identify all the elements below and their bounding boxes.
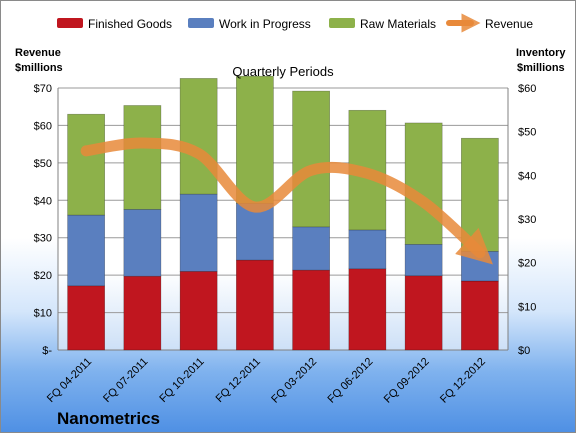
right-axis-title-line2: $millions bbox=[517, 62, 565, 74]
right-tick-label: $50 bbox=[518, 127, 536, 139]
bar-work-in-progress bbox=[236, 202, 274, 261]
bar-work-in-progress bbox=[348, 229, 387, 270]
bar-raw-materials bbox=[404, 122, 443, 245]
bar-finished-goods bbox=[179, 271, 218, 351]
left-tick-label: $- bbox=[42, 345, 52, 357]
bar-work-in-progress bbox=[67, 214, 105, 287]
revenue-line bbox=[80, 137, 493, 265]
x-tick-label: FQ 12-2012 bbox=[438, 356, 488, 406]
bar-raw-materials bbox=[67, 113, 105, 216]
revenue-line-group bbox=[80, 137, 493, 265]
bar-work-in-progress bbox=[123, 209, 162, 277]
bar-finished-goods bbox=[292, 269, 330, 351]
bar-work-in-progress bbox=[292, 226, 330, 271]
legend-swatch-raw-materials bbox=[329, 18, 355, 28]
x-tick-label: FQ 07-2011 bbox=[101, 356, 150, 405]
bar-work-in-progress bbox=[179, 193, 218, 272]
left-tick-label: $30 bbox=[34, 233, 52, 245]
right-tick-label: $10 bbox=[518, 301, 536, 313]
legend-swatch-finished-goods bbox=[57, 18, 83, 28]
left-tick-label: $20 bbox=[34, 270, 52, 282]
right-tick-label: $40 bbox=[518, 170, 536, 182]
bar-work-in-progress bbox=[404, 244, 443, 277]
right-tick-label: $60 bbox=[518, 83, 536, 95]
left-axis-title-line2: $millions bbox=[15, 62, 63, 74]
legend-label-raw-materials: Raw Materials bbox=[360, 17, 436, 31]
legend-label-work-in-progress: Work in Progress bbox=[219, 17, 311, 31]
chart-title: Quarterly Periods bbox=[232, 64, 334, 79]
bar-finished-goods bbox=[123, 275, 162, 351]
x-tick-label: FQ 12-2011 bbox=[214, 356, 263, 405]
x-tick-label: FQ 04-2011 bbox=[45, 356, 94, 405]
legend-label-finished-goods: Finished Goods bbox=[88, 17, 172, 31]
right-tick-label: $30 bbox=[518, 214, 536, 226]
bar-finished-goods bbox=[236, 259, 274, 351]
x-tick-label: FQ 06-2012 bbox=[326, 356, 376, 406]
left-tick-label: $70 bbox=[34, 83, 52, 95]
right-axis-title-line1: Inventory bbox=[516, 47, 566, 59]
bar-finished-goods bbox=[404, 275, 443, 351]
left-tick-label: $50 bbox=[34, 158, 52, 170]
legend: Finished Goods Work in Progress Raw Mate… bbox=[57, 13, 533, 33]
bar-raw-materials bbox=[179, 78, 218, 195]
company-name: Nanometrics bbox=[57, 409, 160, 428]
bar-raw-materials bbox=[123, 105, 162, 210]
left-tick-label: $40 bbox=[34, 195, 52, 207]
x-tick-label: FQ 09-2012 bbox=[382, 356, 432, 406]
left-axis-title-line1: Revenue bbox=[15, 47, 61, 59]
legend-swatch-work-in-progress bbox=[188, 18, 214, 28]
bar-finished-goods bbox=[461, 280, 499, 351]
bar-finished-goods bbox=[67, 285, 105, 351]
legend-label-revenue: Revenue bbox=[485, 17, 533, 31]
x-tick-label: FQ 03-2012 bbox=[269, 356, 319, 406]
right-tick-label: $0 bbox=[518, 345, 530, 357]
bar-raw-materials bbox=[292, 90, 330, 228]
bar-raw-materials bbox=[236, 75, 274, 204]
left-tick-label: $60 bbox=[34, 120, 52, 132]
x-tick-label: FQ 10-2011 bbox=[157, 356, 206, 405]
right-tick-label: $20 bbox=[518, 258, 536, 270]
bars bbox=[67, 75, 499, 351]
left-tick-label: $10 bbox=[34, 308, 52, 320]
bar-finished-goods bbox=[348, 268, 387, 351]
